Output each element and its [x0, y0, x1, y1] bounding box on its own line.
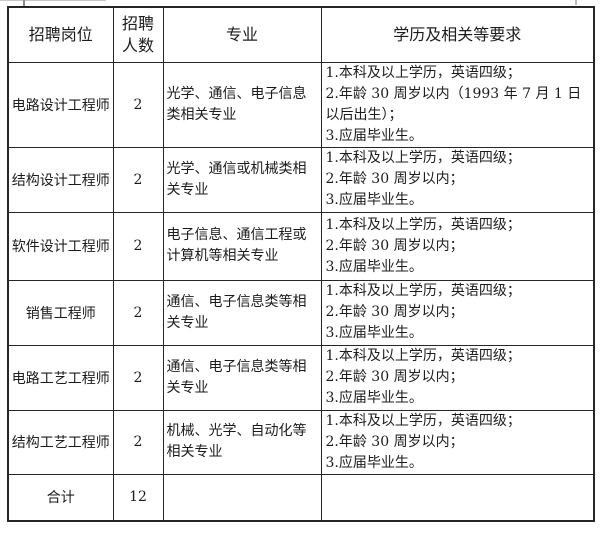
requirements-cell: 1.本科及以上学历，英语四级； 2.年龄 30 周岁以内（1993 年 7 月 …: [320, 61, 595, 148]
count-cell: 2: [112, 344, 164, 411]
table-row: 电路工艺工程师 2 通信、电子信息类等相关专业 1.本科及以上学历，英语四级； …: [7, 344, 595, 411]
position-cell: 电路工艺工程师: [7, 344, 114, 411]
total-label-cell: 合计: [7, 473, 114, 522]
scan-artifact-line: [0, 0, 106, 1]
major-cell: 光学、通信或机械类相关专业: [162, 146, 322, 213]
requirement-line: 2.年龄 30 周岁以内；: [325, 237, 464, 254]
requirement-line: 1.本科及以上学历，英语四级；: [325, 150, 521, 166]
requirements-cell: 1.本科及以上学历，英语四级； 2.年龄 30 周岁以内； 3.应届毕业生。: [320, 279, 595, 346]
major-cell: 机械、光学、自动化等相关专业: [162, 409, 322, 475]
position-cell: 结构设计工程师: [7, 146, 114, 213]
requirement-line: 3.应届毕业生。: [325, 454, 423, 471]
major-cell: 光学、通信、电子信息类相关专业: [162, 61, 322, 148]
recruitment-table: 招聘岗位 招聘人数 专业 学历及相关等要求 电路设计工程师 2 光学、通信、电子…: [7, 6, 595, 522]
count-cell: 2: [112, 146, 164, 213]
scan-artifact-tick: [23, 0, 25, 6]
empty-cell: [162, 473, 322, 522]
requirement-line: 3.应届毕业生。: [325, 390, 423, 406]
requirement-line: 2.年龄 30 周岁以内（1993 年 7 月 1 日以后出生）；: [325, 85, 582, 123]
requirements-cell: 1.本科及以上学历，英语四级； 2.年龄 30 周岁以内； 3.应届毕业生。: [320, 146, 595, 213]
major-cell: 通信、电子信息类等相关专业: [162, 279, 322, 346]
requirements-cell: 1.本科及以上学历，英语四级； 2.年龄 30 周岁以内； 3.应届毕业生。: [320, 344, 595, 411]
header-major: 专业: [162, 6, 322, 63]
requirement-line: 3.应届毕业生。: [325, 127, 423, 144]
requirement-line: 2.年龄 30 周岁以内；: [325, 369, 464, 385]
requirement-line: 1.本科及以上学历，英语四级；: [325, 64, 521, 81]
major-cell: 电子信息、通信工程或计算机等相关专业: [162, 211, 322, 281]
total-row: 合计 12: [7, 473, 595, 522]
requirement-line: 1.本科及以上学历，英语四级；: [325, 412, 521, 429]
requirement-line: 1.本科及以上学历，英语四级；: [325, 283, 521, 299]
scan-artifact-tick: [575, 0, 577, 5]
table-row: 销售工程师 2 通信、电子信息类等相关专业 1.本科及以上学历，英语四级； 2.…: [7, 279, 595, 346]
requirements-cell: 1.本科及以上学历，英语四级； 2.年龄 30 周岁以内； 3.应届毕业生。: [320, 211, 595, 281]
count-cell: 2: [112, 61, 164, 148]
requirement-line: 2.年龄 30 周岁以内；: [325, 433, 464, 450]
position-cell: 结构工艺工程师: [7, 409, 114, 475]
table-row: 结构设计工程师 2 光学、通信或机械类相关专业 1.本科及以上学历，英语四级； …: [7, 146, 595, 213]
requirement-line: 3.应届毕业生。: [325, 192, 423, 208]
total-count-cell: 12: [112, 473, 164, 522]
requirement-line: 3.应届毕业生。: [325, 325, 423, 341]
position-cell: 软件设计工程师: [7, 211, 114, 281]
table-row: 电路设计工程师 2 光学、通信、电子信息类相关专业 1.本科及以上学历，英语四级…: [7, 61, 595, 148]
count-cell: 2: [112, 409, 164, 475]
position-cell: 电路设计工程师: [7, 61, 114, 148]
requirement-line: 3.应届毕业生。: [325, 258, 423, 275]
count-cell: 2: [112, 211, 164, 281]
table-row: 软件设计工程师 2 电子信息、通信工程或计算机等相关专业 1.本科及以上学历，英…: [7, 211, 595, 281]
header-requirements: 学历及相关等要求: [320, 6, 595, 63]
header-row: 招聘岗位 招聘人数 专业 学历及相关等要求: [7, 6, 595, 63]
table-row: 结构工艺工程师 2 机械、光学、自动化等相关专业 1.本科及以上学历，英语四级；…: [7, 409, 595, 475]
requirement-line: 2.年龄 30 周岁以内；: [325, 171, 464, 187]
requirement-line: 2.年龄 30 周岁以内；: [325, 304, 464, 320]
empty-cell: [320, 473, 595, 522]
header-count: 招聘人数: [112, 6, 164, 63]
major-cell: 通信、电子信息类等相关专业: [162, 344, 322, 411]
requirement-line: 1.本科及以上学历，英语四级；: [325, 348, 521, 364]
requirement-line: 1.本科及以上学历，英语四级；: [325, 216, 521, 233]
position-cell: 销售工程师: [7, 279, 114, 346]
count-cell: 2: [112, 279, 164, 346]
header-position: 招聘岗位: [7, 6, 114, 63]
requirements-cell: 1.本科及以上学历，英语四级； 2.年龄 30 周岁以内； 3.应届毕业生。: [320, 409, 595, 475]
